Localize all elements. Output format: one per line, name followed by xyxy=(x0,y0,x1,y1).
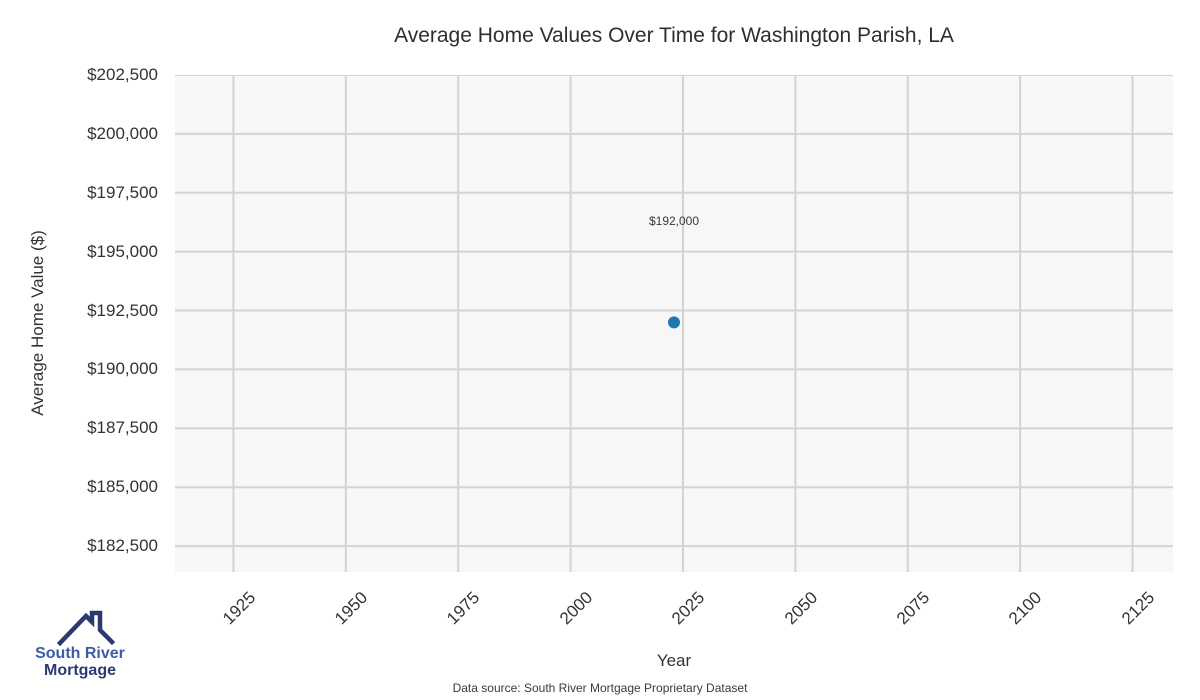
x-tick-label: 2000 xyxy=(555,588,597,629)
chart-canvas xyxy=(175,74,1173,572)
y-tick-label: $185,000 xyxy=(87,477,158,497)
x-tick-label: 2075 xyxy=(893,588,934,629)
y-tick-label: $195,000 xyxy=(87,241,158,261)
x-tick-label: 2125 xyxy=(1117,588,1158,629)
x-axis-title: Year xyxy=(656,651,692,670)
y-tick-label: $200,000 xyxy=(87,123,158,143)
x-tick-label: 1975 xyxy=(443,588,484,629)
y-tick-label: $182,500 xyxy=(87,536,158,556)
y-tick-label: $187,500 xyxy=(87,418,158,438)
data-point xyxy=(668,316,680,329)
point-annotation: $192,000 xyxy=(648,214,700,229)
y-tick-label: $202,500 xyxy=(87,65,158,84)
x-tick-label: 2100 xyxy=(1005,588,1046,629)
chart-title: Average Home Values Over Time for Washin… xyxy=(394,24,954,47)
y-tick-label: $192,500 xyxy=(87,300,158,320)
x-tick-label: 2025 xyxy=(668,588,709,629)
x-tick-label: 2050 xyxy=(780,588,821,629)
x-tick-label: 1925 xyxy=(218,588,259,629)
house-icon xyxy=(10,610,150,647)
y-tick-label: $197,500 xyxy=(87,182,158,202)
logo-text-line2: Mortgage xyxy=(44,661,116,679)
y-tick-label: $190,000 xyxy=(87,359,158,379)
x-tick-label: 1950 xyxy=(331,588,372,629)
logo-text-line1: South River xyxy=(35,645,125,662)
data-source-note: Data source: South River Mortgage Propri… xyxy=(452,681,748,695)
plot-area xyxy=(175,74,1173,572)
logo: South River Mortgage xyxy=(10,610,150,680)
